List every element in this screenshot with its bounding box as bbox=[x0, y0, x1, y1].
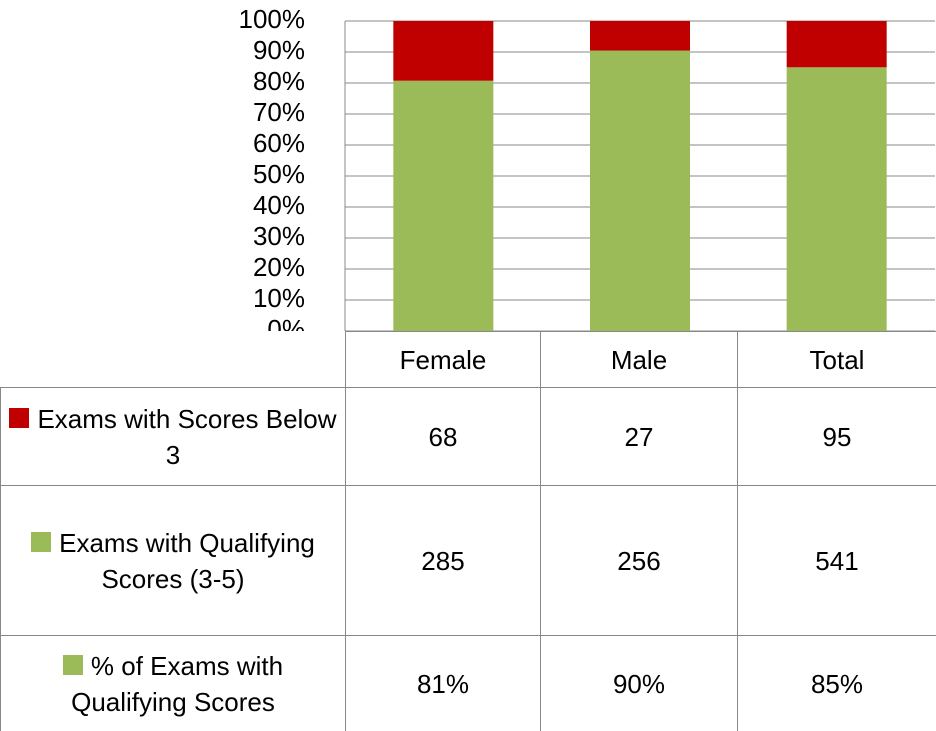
table-value: 90% bbox=[540, 635, 738, 731]
blank-cell bbox=[0, 331, 346, 388]
x-tick-label: Male bbox=[540, 331, 738, 388]
table-value: 95 bbox=[737, 387, 936, 486]
bar-segment bbox=[590, 50, 690, 331]
y-tick-label: 40% bbox=[253, 190, 305, 220]
legend-label: Exams with Qualifying Scores (3-5) bbox=[59, 527, 315, 594]
y-tick-label: 10% bbox=[253, 283, 305, 313]
table-value: 256 bbox=[540, 485, 738, 636]
table-value: 81% bbox=[345, 635, 541, 731]
legend-label: % of Exams with Qualifying Scores bbox=[71, 650, 284, 717]
y-tick-label: 20% bbox=[253, 252, 305, 282]
table-row: Exams with Qualifying Scores (3-5) 285 256… bbox=[0, 485, 936, 636]
legend-label: Exams with Scores Below 3 bbox=[37, 403, 337, 470]
y-tick-label: 100% bbox=[239, 4, 306, 34]
header-row: Female Male Total bbox=[0, 331, 936, 388]
data-table: Female Male Total Exams with Scores Below 3… bbox=[0, 331, 936, 731]
y-tick-label: 50% bbox=[253, 159, 305, 189]
y-tick-label: 60% bbox=[253, 128, 305, 158]
table-row: Exams with Scores Below 3 68 27 95 bbox=[0, 387, 936, 486]
table-value: 27 bbox=[540, 387, 738, 486]
bar-segment bbox=[590, 21, 690, 51]
y-tick-label: 30% bbox=[253, 221, 305, 251]
y-tick-label: 70% bbox=[253, 97, 305, 127]
legend-cell: Exams with Scores Below 3 bbox=[0, 387, 346, 486]
x-tick-label: Total bbox=[737, 331, 936, 388]
legend-swatch bbox=[62, 654, 83, 675]
legend-swatch bbox=[31, 531, 52, 552]
bar-segment bbox=[786, 21, 887, 68]
y-tick-label: 0% bbox=[267, 314, 305, 331]
legend-cell: % of Exams with Qualifying Scores bbox=[0, 635, 346, 731]
table-value: 85% bbox=[737, 635, 936, 731]
y-tick-label: 90% bbox=[253, 35, 305, 65]
table-value: 541 bbox=[737, 485, 936, 636]
table-row: % of Exams with Qualifying Scores 81% 90% 8… bbox=[0, 635, 936, 731]
table-value: 68 bbox=[345, 387, 541, 486]
table-value: 285 bbox=[345, 485, 541, 636]
legend-swatch bbox=[9, 407, 30, 428]
chart: 0%10%20%30%40%50%60%70%80%90%100% bbox=[239, 4, 935, 331]
x-tick-label: Female bbox=[345, 331, 541, 388]
bar-segment bbox=[393, 80, 494, 331]
bar-segment bbox=[786, 67, 887, 331]
legend-cell: Exams with Qualifying Scores (3-5) bbox=[0, 485, 346, 636]
bar-segment bbox=[393, 21, 494, 81]
y-tick-label: 80% bbox=[253, 66, 305, 96]
